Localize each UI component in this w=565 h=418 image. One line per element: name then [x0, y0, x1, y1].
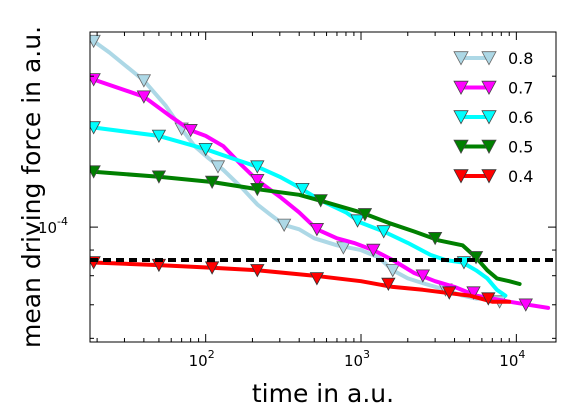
legend-marker: [481, 80, 497, 95]
legend-label: 0.6: [508, 108, 533, 127]
legend-marker: [481, 51, 497, 66]
series-line-0.4: [91, 260, 512, 304]
data-point-0.5-2: [204, 175, 220, 190]
legend-entry-0.6: 0.6: [453, 108, 533, 127]
series-0.4: [90, 256, 512, 306]
data-point-0.5-4: [313, 194, 328, 208]
legend-entry-0.8: 0.8: [453, 49, 533, 68]
series-0.5: [90, 165, 522, 286]
legend-marker: [453, 51, 469, 66]
data-point-0.8-3: [210, 160, 226, 174]
legend-marker: [453, 139, 469, 154]
data-point-0.7-2: [183, 124, 198, 138]
legend-marker: [481, 169, 497, 184]
data-point-0.4-7: [481, 292, 496, 306]
legend-label: 0.5: [508, 138, 533, 157]
x-axis-title: time in a.u.: [252, 379, 394, 408]
legend-entry-0.4: 0.4: [453, 167, 533, 186]
series-line-0.5: [91, 169, 522, 286]
legend-marker: [453, 110, 469, 125]
legend-marker: [453, 80, 469, 95]
data-point-0.8-4: [276, 218, 292, 232]
data-point-0.5-3: [250, 182, 265, 197]
data-point-0.7-8: [518, 298, 533, 312]
series-line-0.6: [91, 125, 508, 298]
legend: 0.8 0.7 0.6 0.5 0.4: [453, 49, 533, 186]
data-point-0.6-1: [151, 129, 167, 143]
x-tick-label: 102: [189, 348, 215, 370]
data-point-0.5-6: [427, 232, 443, 246]
legend-marker: [481, 139, 497, 154]
data-point-0.7-7: [466, 286, 481, 300]
legend-label: 0.4: [508, 167, 533, 186]
legend-entry-0.7: 0.7: [453, 79, 533, 98]
data-point-0.6-3: [250, 160, 265, 174]
data-point-0.5-5: [357, 208, 373, 222]
data-point-0.7-6: [415, 269, 430, 283]
y-axis-title: mean driving force in a.u.: [17, 26, 46, 348]
data-point-0.7-1: [136, 90, 152, 104]
legend-label: 0.8: [508, 49, 533, 68]
data-point-0.4-3: [250, 264, 265, 278]
series-layer: [90, 34, 551, 312]
legend-marker: [481, 110, 497, 125]
data-point-0.6-5: [350, 214, 365, 228]
plot-frame: [89, 31, 557, 343]
data-point-0.6-4: [295, 182, 310, 197]
data-point-0.7-5: [366, 243, 381, 258]
x-tick-label: 103: [344, 348, 370, 370]
legend-marker: [453, 169, 469, 184]
x-tick-label: 104: [499, 348, 525, 370]
legend-entry-0.5: 0.5: [453, 138, 533, 157]
data-point-0.5-7: [468, 251, 484, 265]
data-point-0.8-6: [385, 264, 400, 278]
data-point-0.8-1: [136, 74, 152, 88]
data-point-0.4-5: [381, 277, 396, 292]
data-point-0.7-3: [250, 174, 265, 188]
data-point-0.4-4: [309, 272, 325, 286]
data-point-0.6-2: [198, 142, 213, 157]
data-point-0.4-6: [442, 286, 457, 300]
legend-label: 0.7: [508, 79, 533, 98]
data-point-0.7-4: [309, 223, 325, 237]
data-point-0.5-1: [151, 170, 167, 184]
series-0.7: [90, 73, 551, 312]
data-point-0.6-6: [376, 225, 391, 239]
series-line-0.7: [91, 77, 551, 310]
